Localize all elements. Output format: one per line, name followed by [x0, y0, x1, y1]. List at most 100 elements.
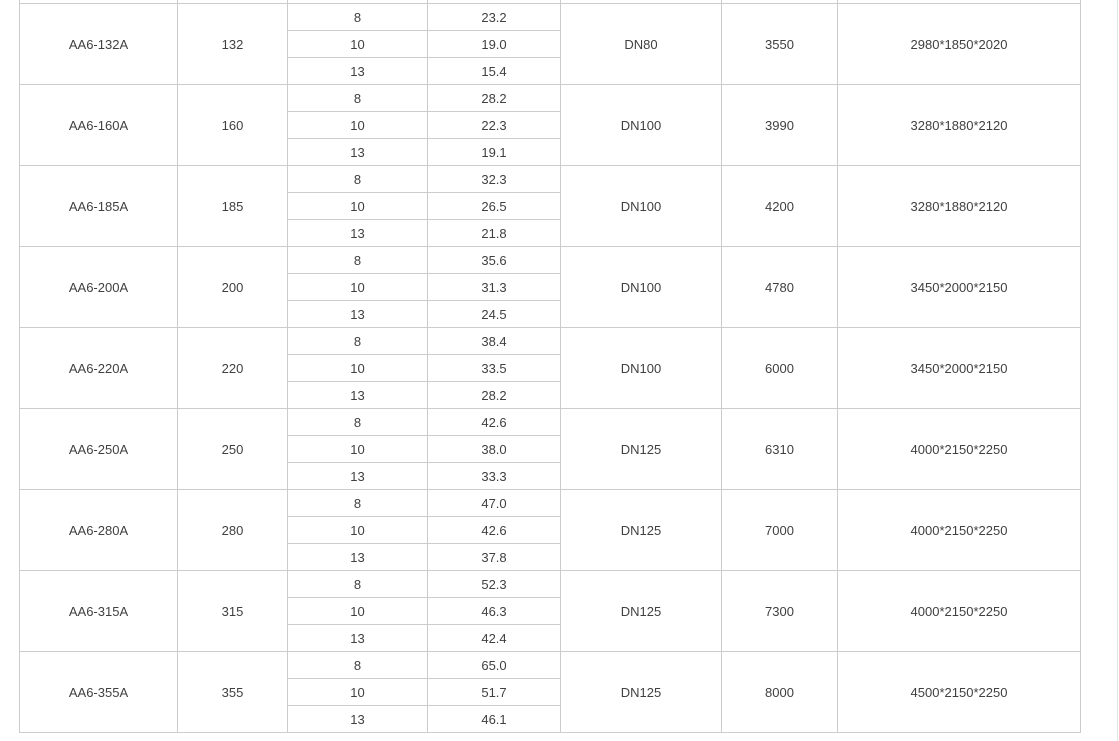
dimensions-cell: 2980*1850*2020	[837, 3, 1081, 85]
outlet-cell: DN100	[560, 165, 722, 247]
flow-cell: 38.0	[427, 435, 561, 463]
outlet-cell: DN100	[560, 246, 722, 328]
flow-cell: 65.0	[427, 651, 561, 679]
weight-cell: 3990	[721, 84, 838, 166]
power-cell: 250	[177, 408, 288, 490]
table-row: AA6-220A 220 8 38.4 DN100 6000 3450*2000…	[19, 327, 1081, 409]
weight-cell: 7000	[721, 489, 838, 571]
table-row: AA6-315A 315 8 52.3 DN125 7300 4000*2150…	[19, 570, 1081, 652]
flow-cell: 19.0	[427, 30, 561, 58]
flow-cell: 42.6	[427, 516, 561, 544]
pressure-cell: 8	[287, 408, 428, 436]
table-row: AA6-185A 185 8 32.3 DN100 4200 3280*1880…	[19, 165, 1081, 247]
flow-cell: 51.7	[427, 678, 561, 706]
flow-cell: 23.2	[427, 3, 561, 31]
table-subrow: 13 15.4	[20, 57, 1081, 85]
power-cell: 132	[177, 3, 288, 85]
power-cell: 280	[177, 489, 288, 571]
pressure-cell: 10	[287, 354, 428, 382]
flow-cell: 33.5	[427, 354, 561, 382]
model-cell: AA6-355A	[19, 651, 178, 733]
model-cell: AA6-185A	[19, 165, 178, 247]
dimensions-cell: 3450*2000*2150	[837, 246, 1081, 328]
power-cell: 160	[177, 84, 288, 166]
table-subrow: 13 28.2	[20, 381, 1081, 409]
pressure-cell: 13	[287, 624, 428, 652]
model-cell: AA6-280A	[19, 489, 178, 571]
pressure-cell: 10	[287, 678, 428, 706]
model-cell: AA6-315A	[19, 570, 178, 652]
spec-table-container: AA6-132A 132 8 23.2 DN80 3550 2980*1850*…	[19, 0, 1081, 733]
table-subrow: 10 22.3	[20, 111, 1081, 139]
table-subrow: 10 42.6	[20, 516, 1081, 544]
power-cell: 220	[177, 327, 288, 409]
pressure-cell: 13	[287, 705, 428, 733]
pressure-cell: 8	[287, 3, 428, 31]
flow-cell: 21.8	[427, 219, 561, 247]
model-cell: AA6-250A	[19, 408, 178, 490]
flow-cell: 15.4	[427, 57, 561, 85]
pressure-cell: 13	[287, 138, 428, 166]
pressure-cell: 10	[287, 30, 428, 58]
table-subrow: 13 24.5	[20, 300, 1081, 328]
page-edge-line	[1117, 0, 1118, 741]
flow-cell: 52.3	[427, 570, 561, 598]
flow-cell: 22.3	[427, 111, 561, 139]
pressure-cell: 8	[287, 246, 428, 274]
flow-cell: 28.2	[427, 84, 561, 112]
model-cell: AA6-220A	[19, 327, 178, 409]
pressure-cell: 10	[287, 273, 428, 301]
pressure-cell: 10	[287, 597, 428, 625]
table-subrow: 10 33.5	[20, 354, 1081, 382]
outlet-cell: DN100	[560, 327, 722, 409]
weight-cell: 6310	[721, 408, 838, 490]
pressure-cell: 10	[287, 111, 428, 139]
pressure-cell: 8	[287, 165, 428, 193]
flow-cell: 35.6	[427, 246, 561, 274]
flow-cell: 47.0	[427, 489, 561, 517]
model-cell: AA6-132A	[19, 3, 178, 85]
table-subrow: 13 42.4	[20, 624, 1081, 652]
power-cell: 185	[177, 165, 288, 247]
dimensions-cell: 3280*1880*2120	[837, 84, 1081, 166]
flow-cell: 37.8	[427, 543, 561, 571]
weight-cell: 7300	[721, 570, 838, 652]
pressure-cell: 10	[287, 516, 428, 544]
outlet-cell: DN100	[560, 84, 722, 166]
outlet-cell: DN125	[560, 489, 722, 571]
power-cell: 355	[177, 651, 288, 733]
table-row: AA6-355A 355 8 65.0 DN125 8000 4500*2150…	[19, 651, 1081, 733]
flow-cell: 19.1	[427, 138, 561, 166]
flow-cell: 28.2	[427, 381, 561, 409]
power-cell: 200	[177, 246, 288, 328]
dimensions-cell: 3280*1880*2120	[837, 165, 1081, 247]
table-row: AA6-250A 250 8 42.6 DN125 6310 4000*2150…	[19, 408, 1081, 490]
flow-cell: 33.3	[427, 462, 561, 490]
dimensions-cell: 4000*2150*2250	[837, 489, 1081, 571]
model-cell: AA6-200A	[19, 246, 178, 328]
table-subrow: 10 31.3	[20, 273, 1081, 301]
table-row: AA6-160A 160 8 28.2 DN100 3990 3280*1880…	[19, 84, 1081, 166]
table-subrow: 13 46.1	[20, 705, 1081, 733]
flow-cell: 42.4	[427, 624, 561, 652]
pressure-cell: 13	[287, 300, 428, 328]
flow-cell: 42.6	[427, 408, 561, 436]
pressure-cell: 8	[287, 651, 428, 679]
table-subrow: 13 19.1	[20, 138, 1081, 166]
power-cell: 315	[177, 570, 288, 652]
outlet-cell: DN125	[560, 408, 722, 490]
flow-cell: 31.3	[427, 273, 561, 301]
spec-table: AA6-132A 132 8 23.2 DN80 3550 2980*1850*…	[19, 0, 1081, 733]
weight-cell: 8000	[721, 651, 838, 733]
pressure-cell: 13	[287, 543, 428, 571]
weight-cell: 4780	[721, 246, 838, 328]
pressure-cell: 13	[287, 57, 428, 85]
flow-cell: 24.5	[427, 300, 561, 328]
flow-cell: 46.3	[427, 597, 561, 625]
table-subrow: 10 26.5	[20, 192, 1081, 220]
dimensions-cell: 4000*2150*2250	[837, 408, 1081, 490]
pressure-cell: 10	[287, 435, 428, 463]
pressure-cell: 13	[287, 381, 428, 409]
pressure-cell: 8	[287, 489, 428, 517]
table-subrow: 10 51.7	[20, 678, 1081, 706]
